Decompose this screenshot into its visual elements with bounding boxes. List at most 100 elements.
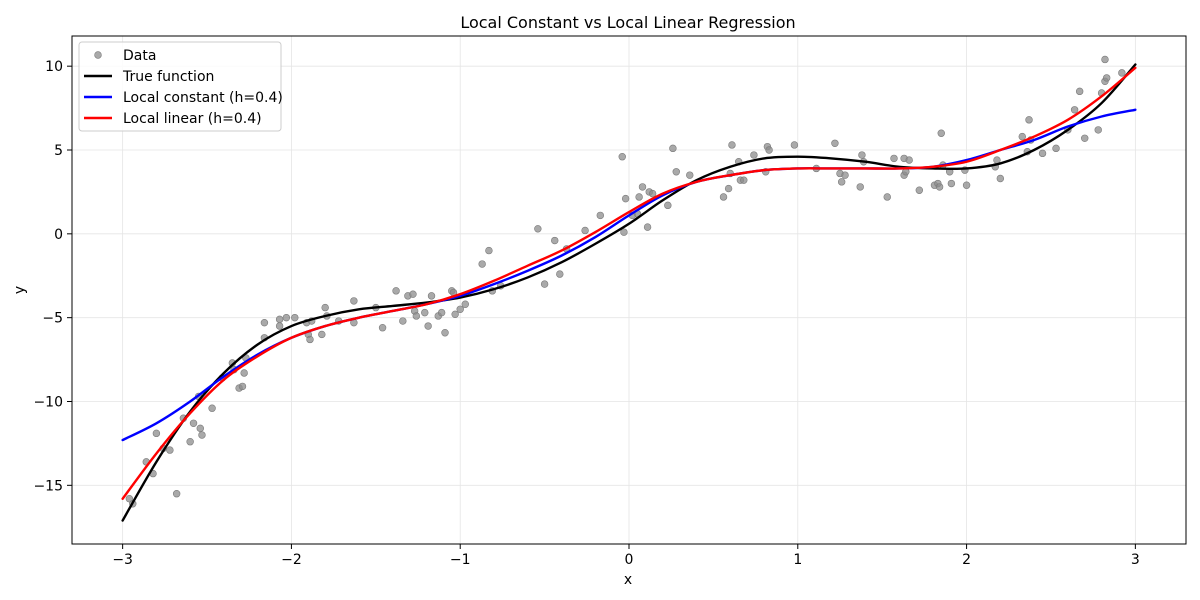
data-point [318, 330, 326, 339]
legend-item-true-function: True function [122, 69, 214, 85]
data-point [350, 297, 358, 305]
data-point [672, 168, 680, 176]
data-point [1070, 106, 1079, 114]
data-point [275, 322, 284, 330]
data-point [306, 335, 314, 344]
x-tick-label: −1 [450, 552, 471, 568]
data-point [648, 189, 657, 198]
data-point [664, 201, 672, 210]
data-point [638, 183, 647, 191]
data-point [856, 183, 864, 191]
data-point [282, 313, 291, 322]
data-point [765, 146, 773, 154]
data-point [621, 194, 630, 203]
data-point [392, 287, 400, 295]
data-point [1118, 69, 1126, 77]
data-point [556, 270, 564, 278]
data-point [485, 246, 493, 255]
data-point [643, 223, 652, 231]
data-point [534, 225, 542, 233]
data-point [740, 176, 748, 184]
data-point [905, 156, 913, 164]
data-point [935, 183, 944, 191]
data-point [1101, 55, 1109, 64]
y-axis-label: y [12, 286, 28, 294]
data-point [841, 171, 849, 179]
data-point [1075, 87, 1084, 96]
data-point [618, 153, 626, 161]
data-point [1038, 149, 1047, 158]
data-point [1025, 116, 1033, 124]
data-point [1102, 74, 1111, 82]
data-point [1094, 126, 1102, 134]
data-point [240, 369, 248, 377]
data-point [581, 226, 589, 235]
x-axis-label: x [624, 572, 632, 588]
data-point [424, 322, 432, 330]
legend-box [78, 41, 282, 132]
data-point [962, 181, 971, 189]
data-point [890, 154, 898, 163]
y-tick-label: 5 [54, 143, 63, 159]
data-point [238, 382, 247, 391]
legend-item-local-constant: Local constant (h=0.4) [123, 90, 283, 106]
x-tick-label: −2 [281, 552, 302, 568]
data-point [937, 129, 945, 137]
data-point [427, 292, 436, 300]
y-tick-label: 0 [54, 227, 63, 243]
data-point [166, 446, 174, 454]
true-function-line [121, 63, 1137, 522]
data-point [669, 144, 677, 153]
local-linear-line [121, 66, 1137, 500]
data-point [399, 317, 407, 325]
data-point [1052, 144, 1060, 153]
data-point [456, 305, 464, 313]
data-point [540, 280, 549, 288]
legend-item-local-linear: Local linear (h=0.4) [123, 111, 262, 127]
grid [72, 36, 1186, 544]
data-point [125, 495, 134, 503]
data-point [451, 310, 459, 319]
data-point [831, 139, 839, 148]
data-point [461, 300, 469, 308]
data-point [412, 312, 421, 320]
legend-item-data: Data [123, 48, 156, 64]
data-point [421, 308, 429, 317]
plot-area [121, 55, 1137, 522]
data-point [1081, 134, 1089, 142]
data-point [635, 193, 643, 201]
y-tick-label: −10 [33, 394, 63, 410]
legend-marker-data [94, 51, 102, 59]
legend: Data True function Local constant (h=0.4) L… [78, 41, 283, 132]
data-point [291, 313, 299, 322]
x-tick-label: 0 [625, 552, 634, 568]
data-point [275, 315, 284, 324]
data-point [478, 260, 486, 268]
data-point [198, 431, 206, 439]
x-tick-label: 3 [1131, 552, 1140, 568]
y-tick-label: 10 [45, 59, 63, 75]
x-tick-label: 2 [962, 552, 971, 568]
data-point [728, 141, 736, 149]
data-point [837, 178, 846, 186]
data-point [719, 193, 728, 201]
data-point [790, 141, 799, 149]
y-tick-label: −15 [33, 478, 63, 494]
data-point [996, 174, 1005, 183]
data-point [1018, 132, 1026, 141]
data-point [189, 419, 198, 427]
data-point [596, 211, 605, 220]
data-point [858, 151, 866, 159]
data-point [152, 429, 161, 438]
y-tick-label: −5 [42, 311, 63, 327]
data-point [409, 290, 417, 298]
data-point [947, 179, 956, 188]
data-point [915, 186, 924, 194]
data-point [437, 308, 446, 317]
data-point [441, 329, 449, 337]
data-point [724, 184, 733, 193]
data-point [208, 404, 216, 412]
data-point [186, 438, 194, 446]
